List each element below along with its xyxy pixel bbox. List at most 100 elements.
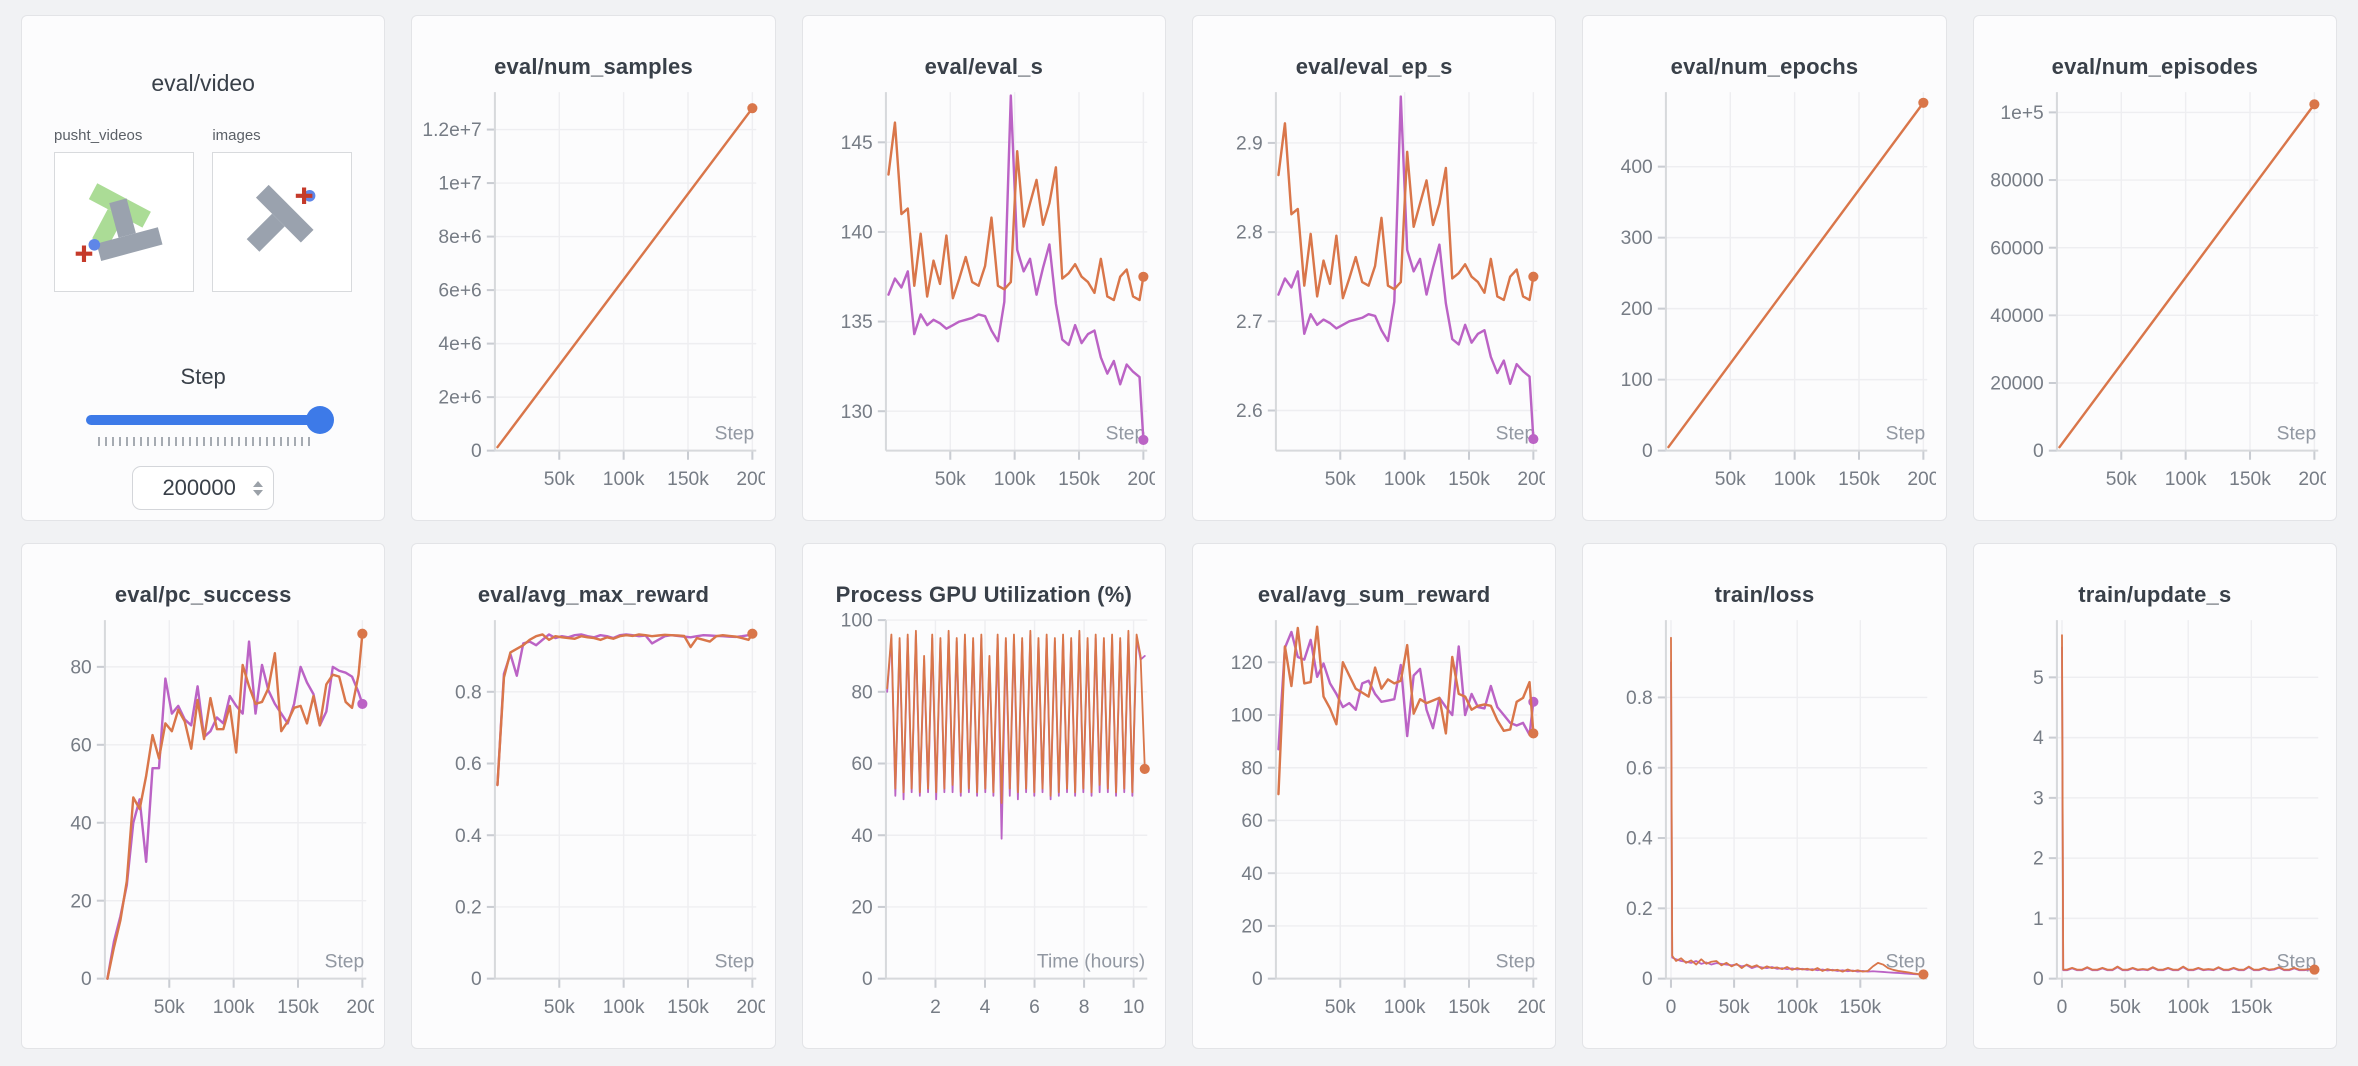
- panel-eval-avg-sum-reward[interactable]: eval/avg_sum_reward 50k 100k 150k 200 0 20 40 6…: [1192, 543, 1557, 1049]
- panel-train-update-s[interactable]: train/update_s 0 50k 100k 150k 0 1 2 3 4 5 Step: [1972, 543, 2337, 1049]
- step-slider-track[interactable]: [86, 415, 333, 425]
- svg-text:0: 0: [862, 969, 873, 990]
- svg-text:2.8: 2.8: [1236, 223, 1263, 244]
- step-slider-label: Step: [180, 364, 226, 389]
- chart-canvas[interactable]: 50k 100k 150k 200 0 0.2 0.4 0.6 0.8 Step: [422, 612, 765, 1037]
- svg-text:200: 200: [1517, 997, 1545, 1018]
- panel-eval-num-epochs[interactable]: eval/num_epochs 50k 100k 150k 200 0 100 200 300…: [1582, 15, 1947, 521]
- svg-text:150k: 150k: [1840, 997, 1882, 1018]
- svg-text:50k: 50k: [1715, 469, 1746, 490]
- chart-canvas[interactable]: 50k 100k 150k 200 0 2e+6 4e+6 6e+6 8e+6 1e+7 1.2e+…: [422, 84, 765, 509]
- svg-text:2.6: 2.6: [1236, 401, 1263, 422]
- run-orange-endpoint-dot: [2308, 99, 2320, 110]
- svg-text:100k: 100k: [1384, 469, 1426, 490]
- panel-eval-video[interactable]: eval/video pusht_videos: [21, 15, 386, 521]
- run-orange-line: [2057, 103, 2316, 449]
- svg-text:100k: 100k: [603, 469, 645, 490]
- svg-text:140: 140: [840, 223, 872, 244]
- chart-canvas[interactable]: 50k 100k 150k 200 130 135 140 145 Step: [813, 84, 1155, 509]
- step-slider[interactable]: [86, 404, 335, 436]
- panel-process-gpu-utilization[interactable]: Process GPU Utilization (%) 2 4 6 8 10 0 20 40 6…: [801, 543, 1166, 1049]
- chart-canvas-container: 50k 100k 150k 200 2.6 2.7 2.8 2.9 Step: [1199, 84, 1549, 509]
- panel-eval-eval-s[interactable]: eval/eval_s 50k 100k 150k 200 130 135 140 145 St…: [801, 15, 1166, 521]
- panel-eval-eval-ep-s[interactable]: eval/eval_ep_s 50k 100k 150k 200 2.6 2.7 2.8 2.…: [1192, 15, 1557, 521]
- chart-canvas[interactable]: 50k 100k 150k 200 0 20000 40000 60000 80000 1e+5 S…: [1984, 84, 2326, 509]
- svg-text:0: 0: [471, 441, 482, 462]
- svg-text:0.6: 0.6: [455, 754, 482, 775]
- panel-eval-pc-success[interactable]: eval/pc_success 50k 100k 150k 200 0 20 40 60 80 S…: [21, 543, 386, 1049]
- svg-text:200: 200: [1517, 469, 1545, 490]
- svg-text:4: 4: [979, 997, 990, 1018]
- pusht-video-frame[interactable]: [54, 152, 194, 292]
- goal-cross-icon: [75, 245, 93, 263]
- chart-canvas[interactable]: 50k 100k 150k 200 0 20 40 60 80 100 120 Step: [1203, 612, 1545, 1037]
- panel-train-loss[interactable]: train/loss 0 50k 100k 150k 0 0.2 0.4 0.6 0.8 Step: [1582, 543, 1947, 1049]
- stepper-arrows[interactable]: [253, 480, 264, 496]
- svg-text:0.6: 0.6: [1626, 758, 1653, 779]
- step-input[interactable]: [132, 466, 275, 510]
- images-frame[interactable]: [212, 152, 353, 292]
- svg-text:50k: 50k: [2109, 997, 2140, 1018]
- run-orange-endpoint-dot: [747, 103, 758, 114]
- svg-text:6: 6: [1029, 997, 1040, 1018]
- chart-canvas[interactable]: 0 50k 100k 150k 0 0.2 0.4 0.6 0.8 Step: [1593, 612, 1935, 1037]
- chart-canvas-container: 50k 100k 150k 200 130 135 140 145 Step: [809, 84, 1159, 509]
- svg-text:2e+6: 2e+6: [439, 388, 482, 409]
- svg-text:6e+6: 6e+6: [439, 281, 482, 302]
- svg-text:50k: 50k: [1719, 997, 1750, 1018]
- chart-canvas-container: 50k 100k 150k 200 0 20 40 60 80 Step: [28, 612, 378, 1037]
- panel-eval-num-episodes[interactable]: eval/num_episodes 50k 100k 150k 200 0 20000 40…: [1972, 15, 2337, 521]
- svg-text:40: 40: [1241, 864, 1262, 885]
- step-down-icon[interactable]: [253, 489, 264, 496]
- svg-text:Step: Step: [325, 951, 365, 972]
- svg-text:2.9: 2.9: [1236, 134, 1263, 155]
- step-value-field[interactable]: [147, 474, 252, 502]
- chart-canvas[interactable]: 0 50k 100k 150k 0 1 2 3 4 5 Step: [1984, 612, 2326, 1037]
- svg-text:100k: 100k: [2164, 469, 2206, 490]
- svg-text:8e+6: 8e+6: [439, 227, 482, 248]
- run-orange-endpoint-dot: [1918, 97, 1929, 108]
- svg-text:1e+5: 1e+5: [2000, 103, 2043, 124]
- chart-canvas[interactable]: 50k 100k 150k 200 0 20 40 60 80 Step: [32, 612, 374, 1037]
- media-thumb-pusht-videos[interactable]: pusht_videos: [54, 127, 194, 292]
- svg-text:0: 0: [2033, 441, 2044, 462]
- svg-text:1e+7: 1e+7: [439, 174, 482, 195]
- run-purple-endpoint-dot: [1137, 434, 1149, 445]
- step-slider-handle[interactable]: [306, 406, 335, 434]
- svg-text:80: 80: [1241, 758, 1262, 779]
- chart-canvas-container: 2 4 6 8 10 0 20 40 60 80 100 Time (hours): [809, 612, 1159, 1037]
- svg-text:130: 130: [840, 402, 872, 423]
- svg-text:Step: Step: [1496, 951, 1536, 972]
- svg-text:200: 200: [346, 997, 374, 1018]
- run-orange-line: [106, 632, 364, 980]
- svg-text:Step: Step: [715, 423, 755, 444]
- step-up-icon[interactable]: [253, 480, 264, 487]
- svg-text:50k: 50k: [934, 469, 965, 490]
- run-purple-endpoint-dot: [1528, 433, 1539, 445]
- run-orange-line: [496, 632, 754, 787]
- media-thumb-images[interactable]: images: [212, 127, 353, 292]
- chart-canvas[interactable]: 50k 100k 150k 200 2.6 2.7 2.8 2.9 Step: [1203, 84, 1545, 509]
- svg-text:100: 100: [1621, 370, 1653, 391]
- panel-eval-num-samples[interactable]: eval/num_samples 50k 100k 150k 200 0 2e+6 4e+6…: [411, 15, 776, 521]
- svg-text:Time (hours): Time (hours): [1037, 952, 1145, 973]
- chart-canvas-container: 50k 100k 150k 200 0 2e+6 4e+6 6e+6 8e+6 1e+7 1.2e+…: [418, 84, 768, 509]
- run-orange-endpoint-dot: [1918, 969, 1929, 980]
- svg-text:100k: 100k: [1777, 997, 1819, 1018]
- panel-eval-avg-max-reward[interactable]: eval/avg_max_reward 50k 100k 150k 200 0 0.2 0.…: [411, 543, 776, 1049]
- panel-title: eval/video: [151, 70, 255, 96]
- run-orange-endpoint-dot: [1139, 763, 1150, 774]
- pusht-scene-image: [75, 183, 163, 263]
- chart-canvas-container: 50k 100k 150k 200 0 0.2 0.4 0.6 0.8 Step: [418, 612, 768, 1037]
- svg-text:0: 0: [81, 969, 92, 990]
- chart-canvas[interactable]: 50k 100k 150k 200 0 100 200 300 400 Step: [1593, 84, 1936, 509]
- svg-text:200: 200: [2298, 469, 2326, 490]
- svg-text:60: 60: [70, 735, 91, 756]
- svg-text:100: 100: [1231, 706, 1263, 727]
- svg-text:50k: 50k: [2105, 469, 2136, 490]
- svg-text:10: 10: [1123, 997, 1144, 1018]
- run-orange-line: [886, 121, 1145, 302]
- svg-text:135: 135: [840, 312, 872, 333]
